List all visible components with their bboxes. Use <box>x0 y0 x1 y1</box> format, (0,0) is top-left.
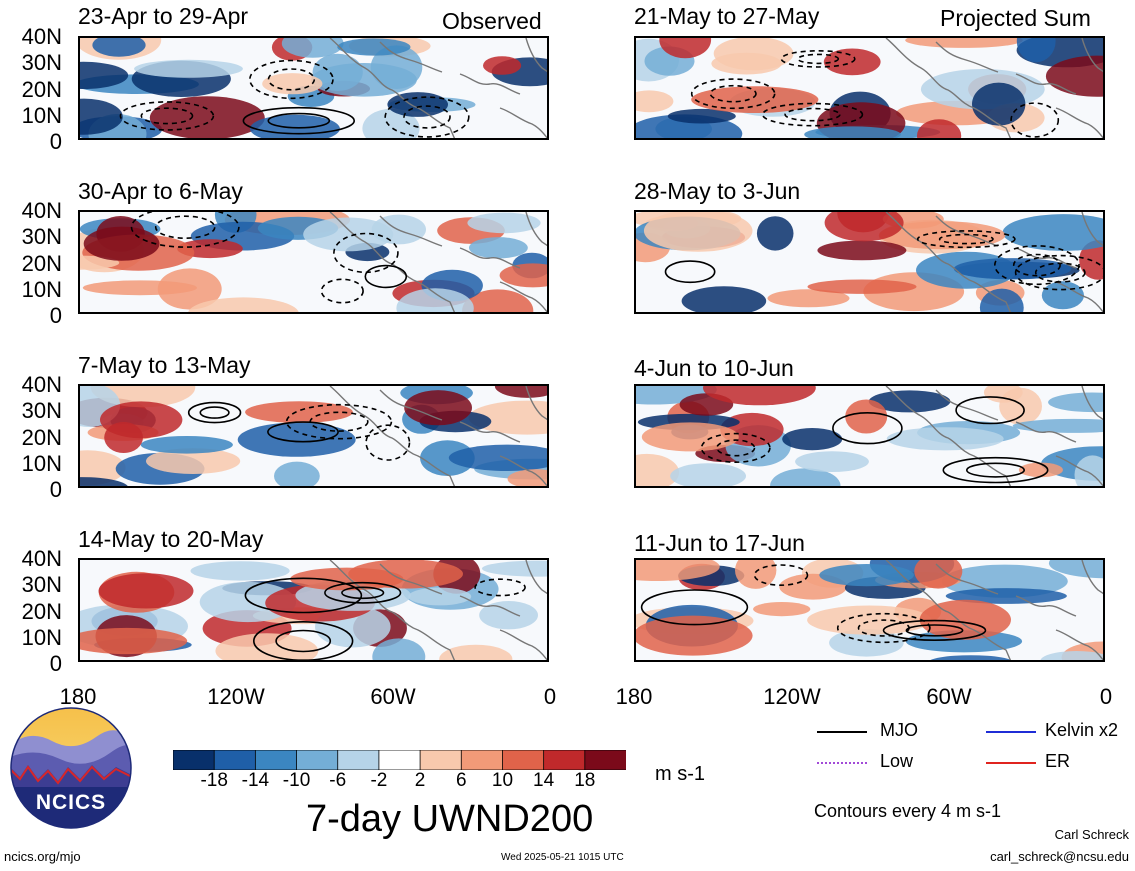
lat-label: 20N <box>21 599 62 624</box>
map-panel-observed-4 <box>78 558 549 662</box>
map-panel-observed-1 <box>78 36 549 140</box>
colorbar-swatch <box>337 749 380 771</box>
lon-label: 120W <box>207 684 265 709</box>
panel-title-7: 4-Jun to 10-Jun <box>634 355 794 381</box>
colorbar-tick-label: 14 <box>533 770 555 791</box>
lat-label: 30N <box>21 50 62 75</box>
colorbar-tick-label: 6 <box>455 770 467 791</box>
legend-line-kelvin <box>986 731 1036 733</box>
map-panel-projected-2 <box>634 210 1105 314</box>
legend-line-low <box>817 762 867 764</box>
colorbar-swatch <box>502 749 545 771</box>
lat-label: 10N <box>21 103 62 128</box>
lat-label: 30N <box>21 224 62 249</box>
colorbar-tick-label: -2 <box>370 770 388 791</box>
ncics-logo: NCICS <box>10 707 132 829</box>
lon-label: 60W <box>370 684 416 709</box>
contour-note: Contours every 4 m s-1 <box>814 801 1002 821</box>
footer-author: Carl Schreck <box>1054 827 1129 842</box>
panel-title-6: 28-May to 3-Jun <box>634 178 801 204</box>
logo-text: NCICS <box>35 791 107 814</box>
lon-label: 120W <box>763 684 821 709</box>
map-panel-observed-3 <box>78 384 549 488</box>
colorbar-tick-label: 2 <box>414 770 426 791</box>
colorbar-tick-label: -10 <box>282 770 311 791</box>
lat-label: 30N <box>21 398 62 423</box>
lat-label: 40N <box>21 24 62 49</box>
lat-label: 10N <box>21 625 62 650</box>
lon-label: 180 <box>59 684 97 709</box>
colorbar-tick-label: -6 <box>329 770 347 791</box>
main-title: 7-day UWND200 <box>306 798 594 840</box>
map-panel-projected-1 <box>634 36 1105 140</box>
lat-label: 0 <box>49 129 62 154</box>
colorbar-tick-label: 18 <box>574 770 596 791</box>
panel-title-4: 14-May to 20-May <box>78 526 264 552</box>
lat-label: 40N <box>21 372 62 397</box>
lat-label: 10N <box>21 277 62 302</box>
legend-label-er: ER <box>1045 751 1071 771</box>
lat-label: 20N <box>21 77 62 102</box>
colorbar-swatch <box>172 749 216 771</box>
footer-email: carl_schreck@ncsu.edu <box>990 849 1129 864</box>
colorbar-tick-label: -14 <box>241 770 270 791</box>
legend-label-kelvin: Kelvin x2 <box>1045 720 1119 740</box>
map-panel-projected-4 <box>634 558 1105 662</box>
lat-label: 40N <box>21 546 62 571</box>
footer-timestamp: Wed 2025-05-21 1015 UTC <box>501 852 624 863</box>
lat-label: 40N <box>21 198 62 223</box>
map-panel-projected-3 <box>634 384 1105 488</box>
lon-label: 60W <box>926 684 972 709</box>
lat-label: 20N <box>21 251 62 276</box>
panel-title-8: 11-Jun to 17-Jun <box>634 530 805 556</box>
colorbar-swatch <box>378 749 421 771</box>
colorbar-swatch <box>296 749 339 771</box>
colorbar-swatches <box>172 749 627 771</box>
map-panel-observed-2 <box>78 210 549 314</box>
lat-label: 10N <box>21 451 62 476</box>
colorbar-tick-label: -18 <box>200 770 228 791</box>
legend-label-mjo: MJO <box>880 720 918 740</box>
colorbar-units: m s-1 <box>655 763 705 785</box>
lat-label: 0 <box>49 477 62 502</box>
legend-line-mjo <box>817 731 867 733</box>
legend-label-low: Low <box>880 751 914 771</box>
colorbar <box>172 749 627 771</box>
lat-label: 0 <box>49 651 62 676</box>
lon-label: 0 <box>543 684 557 709</box>
lon-label: 0 <box>1099 684 1113 709</box>
panel-title-2: 30-Apr to 6-May <box>78 178 243 204</box>
colorbar-swatch <box>543 749 586 771</box>
legend-line-er <box>986 762 1036 764</box>
colorbar-swatch <box>419 749 463 771</box>
projected-header: Projected Sum <box>940 5 1091 31</box>
lat-label: 20N <box>21 425 62 450</box>
colorbar-swatch <box>460 749 504 771</box>
footer-url[interactable]: ncics.org/mjo <box>4 849 81 864</box>
lon-label: 180 <box>615 684 653 709</box>
colorbar-tick-label: 10 <box>491 770 514 791</box>
lat-label: 30N <box>21 572 62 597</box>
panel-title-1: 23-Apr to 29-Apr <box>78 3 249 29</box>
colorbar-swatch <box>584 749 627 771</box>
panel-title-3: 7-May to 13-May <box>78 352 251 378</box>
colorbar-swatch <box>254 749 298 771</box>
panel-title-5: 21-May to 27-May <box>634 3 820 29</box>
lat-label: 0 <box>49 303 62 328</box>
observed-header: Observed <box>442 8 542 34</box>
colorbar-swatch <box>213 749 257 771</box>
